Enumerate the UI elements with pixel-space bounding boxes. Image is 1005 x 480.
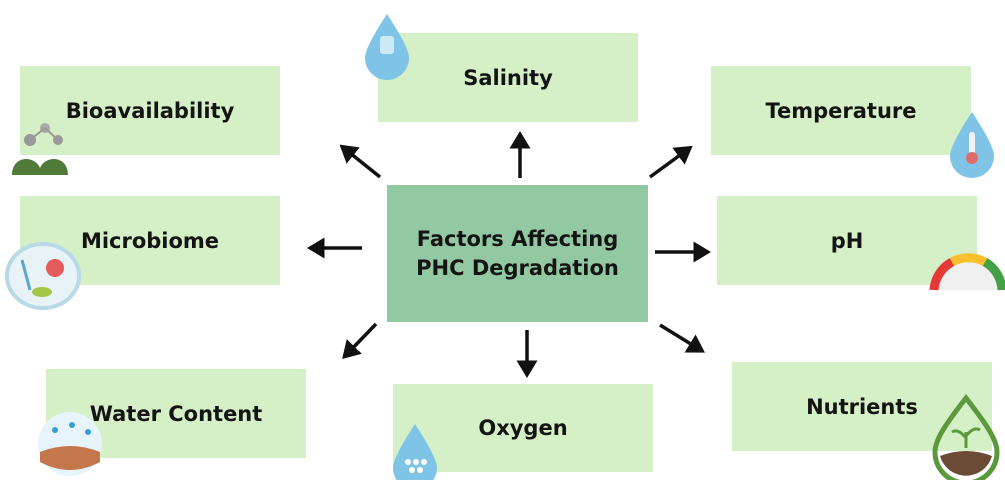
icon-ph	[928, 258, 1005, 290]
arrow	[660, 325, 699, 349]
icon-bioavailability	[12, 123, 68, 175]
arrow	[650, 150, 687, 177]
icon-microbiome	[7, 244, 79, 308]
icon-temperature	[950, 112, 994, 178]
arrow	[345, 149, 380, 177]
icon-oxygen	[393, 424, 437, 480]
icon-nutrients	[935, 398, 997, 480]
connectors	[0, 0, 1005, 480]
arrow	[347, 324, 376, 354]
icon-salinity	[365, 14, 409, 80]
page: Salinity Bioavailability Temperature Mic…	[0, 0, 1005, 480]
icon-water-content	[38, 412, 102, 476]
